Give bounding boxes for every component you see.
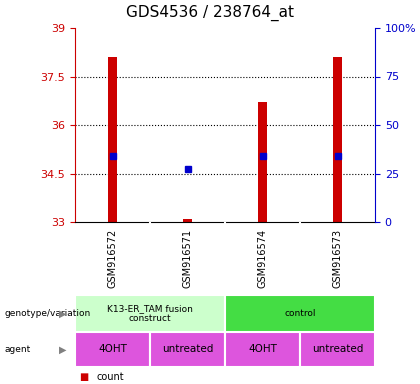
Text: untreated: untreated — [162, 344, 213, 354]
Bar — [258, 103, 267, 222]
Bar — [183, 219, 192, 222]
Bar — [225, 332, 300, 367]
Text: genotype/variation: genotype/variation — [4, 309, 90, 318]
Bar — [333, 57, 342, 222]
Text: 4OHT: 4OHT — [248, 344, 277, 354]
Text: ■: ■ — [79, 372, 89, 382]
Text: GSM916572: GSM916572 — [108, 229, 118, 288]
Text: control: control — [284, 309, 316, 318]
Bar — [108, 57, 117, 222]
Bar — [300, 332, 375, 367]
Text: GSM916571: GSM916571 — [183, 229, 192, 288]
Text: agent: agent — [4, 345, 31, 354]
Bar — [225, 295, 375, 332]
Bar — [75, 332, 150, 367]
Text: GDS4536 / 238764_at: GDS4536 / 238764_at — [126, 5, 294, 21]
Bar — [75, 295, 225, 332]
Text: count: count — [96, 372, 123, 382]
Text: ▶: ▶ — [59, 308, 66, 318]
Text: K13-ER_TAM fusion
construct: K13-ER_TAM fusion construct — [107, 304, 193, 323]
Text: ▶: ▶ — [59, 344, 66, 354]
Text: GSM916574: GSM916574 — [257, 229, 268, 288]
Text: GSM916573: GSM916573 — [333, 229, 342, 288]
Text: untreated: untreated — [312, 344, 363, 354]
Bar — [150, 332, 225, 367]
Text: 4OHT: 4OHT — [98, 344, 127, 354]
